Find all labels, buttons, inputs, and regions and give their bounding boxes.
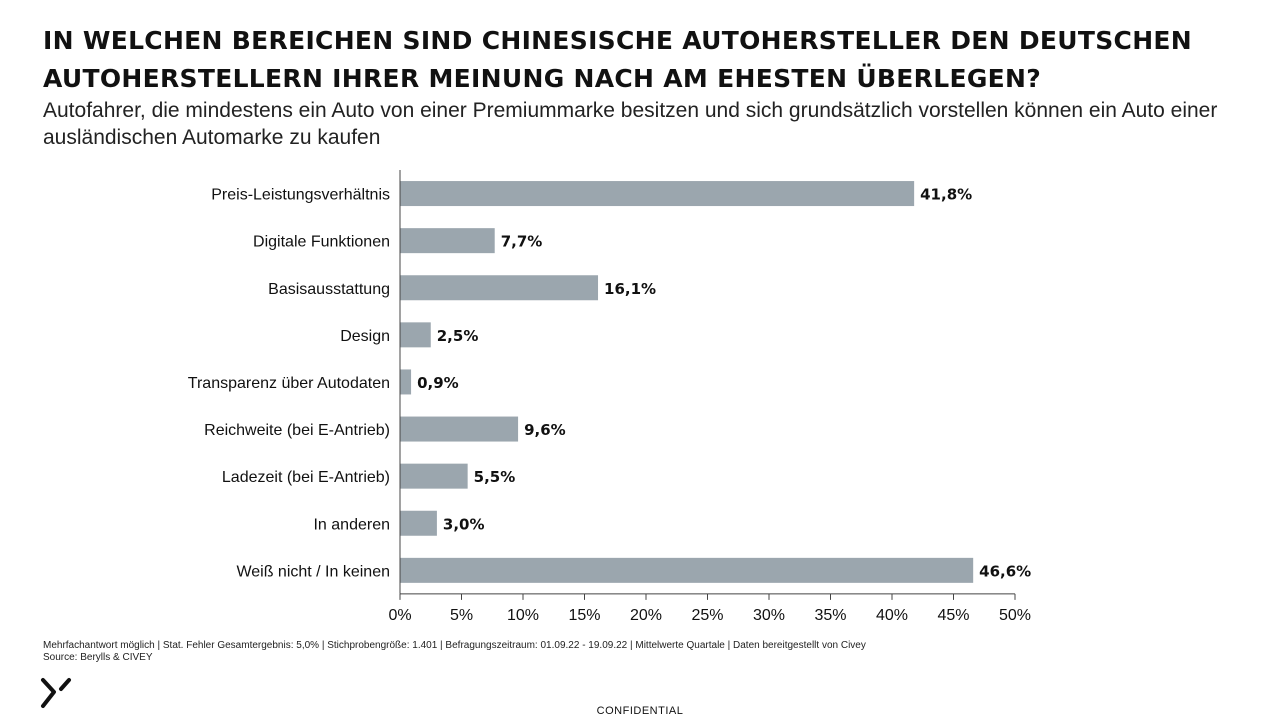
bar <box>400 369 412 395</box>
category-label: Reichweite (bei E-Antrieb) <box>204 422 390 439</box>
confidential-label: CONFIDENTIAL <box>596 705 684 717</box>
bar <box>400 463 468 489</box>
x-tick-label: 40% <box>876 607 908 624</box>
bar <box>400 322 431 348</box>
bar <box>400 228 495 254</box>
chart-title: In welchen Bereichen sind chinesische Au… <box>43 26 1193 93</box>
value-label: 0,9% <box>417 374 459 392</box>
value-label: 41,8% <box>920 186 972 204</box>
x-tick-label: 0% <box>388 607 411 624</box>
category-label: Transparenz über Autodaten <box>188 375 390 392</box>
x-tick-label: 35% <box>814 607 846 624</box>
chart-subtitle: Autofahrer, die mindestens ein Auto von … <box>43 99 1218 149</box>
bar <box>400 275 599 301</box>
category-label: Ladezeit (bei E-Antrieb) <box>222 469 390 486</box>
x-tick-label: 5% <box>450 607 473 624</box>
category-label: Weiß nicht / In keinen <box>236 563 390 580</box>
x-tick-label: 30% <box>753 607 785 624</box>
x-tick-label: 20% <box>630 607 662 624</box>
footnote-source: Source: Berylls & CIVEY <box>43 652 153 663</box>
footnote: Mehrfachantwort möglich | Stat. Fehler G… <box>43 640 866 664</box>
bar <box>400 510 437 536</box>
value-label: 2,5% <box>437 327 479 345</box>
x-tick-label: 15% <box>568 607 600 624</box>
value-label: 5,5% <box>474 468 516 486</box>
x-tick-label: 45% <box>937 607 969 624</box>
bar <box>400 181 915 207</box>
value-label: 46,6% <box>979 562 1031 580</box>
x-tick-label: 10% <box>507 607 539 624</box>
category-label: Preis-Leistungsverhältnis <box>211 187 390 204</box>
category-label: Design <box>340 328 390 345</box>
berylls-logo-icon <box>41 678 71 708</box>
category-label: Basisausstattung <box>268 281 390 298</box>
category-label: In anderen <box>313 516 390 533</box>
footnote-note: Mehrfachantwort möglich | Stat. Fehler G… <box>43 640 866 651</box>
value-label: 9,6% <box>524 421 566 439</box>
x-tick-label: 25% <box>691 607 723 624</box>
value-label: 3,0% <box>443 515 485 533</box>
bar <box>400 557 974 583</box>
x-tick-label: 50% <box>999 607 1031 624</box>
bar-chart: Preis-Leistungsverhältnis 41,8% Digitale F… <box>188 170 1031 624</box>
value-label: 7,7% <box>501 233 543 251</box>
value-label: 16,1% <box>604 280 656 298</box>
bar <box>400 416 519 442</box>
category-label: Digitale Funktionen <box>253 234 390 251</box>
